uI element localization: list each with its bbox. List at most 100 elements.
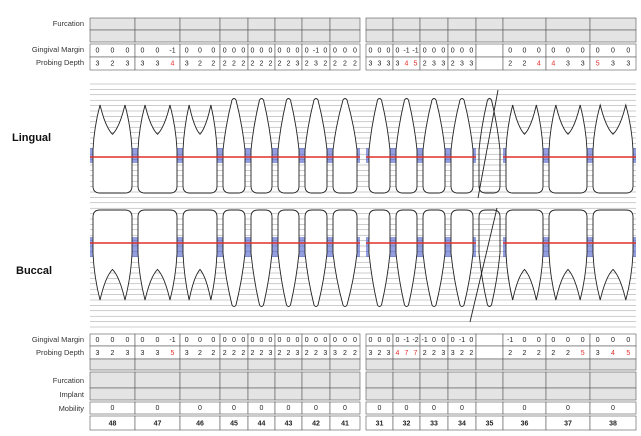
table-cell [393, 30, 420, 42]
tooth-number: 44 [258, 420, 266, 427]
site-value: 2 [198, 60, 202, 67]
site-value: 2 [260, 60, 264, 67]
table-cell [393, 18, 420, 30]
site-value: 0 [185, 47, 189, 54]
site-value: 0 [232, 47, 236, 54]
table-cell [248, 359, 275, 370]
site-value: 2 [241, 350, 245, 357]
table-cell [180, 30, 220, 42]
site-value: 0 [185, 337, 189, 344]
tooth-outline [549, 105, 587, 193]
table-cell [546, 18, 590, 30]
row-label: Gingival Margin [32, 335, 84, 344]
table-cell [302, 30, 330, 42]
site-value: 3 [314, 60, 318, 67]
site-value: 2 [111, 60, 115, 67]
site-value: 2 [423, 60, 427, 67]
site-value: 2 [323, 60, 327, 67]
row-label: Furcation [53, 19, 84, 28]
site-value: 0 [551, 47, 555, 54]
table-cell [330, 388, 360, 400]
tooth-number: 42 [312, 420, 320, 427]
table-cell [90, 30, 135, 42]
table-cell [330, 359, 360, 370]
tooth-number: 31 [376, 420, 384, 427]
site-value: 3 [141, 350, 145, 357]
table-cell [180, 359, 220, 370]
site-value: 3 [185, 350, 189, 357]
mobility-value: 0 [260, 405, 264, 412]
site-value: 3 [460, 60, 464, 67]
tooth-number: 48 [109, 420, 117, 427]
site-value: 3 [581, 60, 585, 67]
tooth-outline [93, 210, 132, 300]
tooth-number: 35 [486, 420, 494, 427]
table-cell [275, 372, 302, 388]
row-label: Implant [59, 390, 85, 399]
missing-mark [478, 90, 498, 198]
site-value: 3 [126, 60, 130, 67]
table-cell [366, 30, 393, 42]
site-value: 3 [378, 60, 382, 67]
site-value: 2 [508, 60, 512, 67]
table-cell [330, 18, 360, 30]
site-value: 0 [156, 337, 160, 344]
table-cell [503, 359, 546, 370]
table-cell [420, 372, 448, 388]
site-value: 5 [596, 60, 600, 67]
site-value: 2 [451, 60, 455, 67]
table-cell [275, 359, 302, 370]
site-value: 0 [596, 47, 600, 54]
table-cell [420, 388, 448, 400]
table-cell [275, 388, 302, 400]
table-cell [448, 18, 476, 30]
table-cell [590, 372, 636, 388]
site-value: 0 [387, 47, 391, 54]
site-value: 0 [269, 47, 273, 54]
site-value: 3 [369, 60, 373, 67]
site-value: 0 [378, 337, 382, 344]
site-value: 0 [211, 47, 215, 54]
site-value: -1 [169, 47, 175, 54]
table-cell [135, 388, 180, 400]
site-value: 0 [387, 337, 391, 344]
table-cell [393, 388, 420, 400]
table-cell [476, 18, 503, 30]
site-value: 0 [126, 337, 130, 344]
tooth-outline [506, 210, 543, 300]
site-value: -1 [313, 47, 319, 54]
site-value: 0 [566, 337, 570, 344]
table-cell [476, 346, 503, 359]
site-value: 3 [333, 350, 337, 357]
tooth-number: 34 [458, 420, 466, 427]
mobility-value: 0 [343, 405, 347, 412]
row-label: Probing Depth [36, 58, 84, 67]
table-cell [448, 388, 476, 400]
site-value: 0 [396, 337, 400, 344]
site-value: -1 [422, 337, 428, 344]
tooth-outline [423, 210, 445, 307]
site-value: 0 [596, 337, 600, 344]
table-cell [90, 18, 135, 30]
table-cell [248, 388, 275, 400]
table-cell [90, 388, 135, 400]
table-cell [546, 388, 590, 400]
table-cell [476, 334, 503, 346]
mobility-value: 0 [460, 405, 464, 412]
site-value: 0 [278, 337, 282, 344]
site-value: 2 [353, 350, 357, 357]
site-value: 0 [314, 337, 318, 344]
table-cell [476, 30, 503, 42]
site-value: 0 [441, 337, 445, 344]
site-value: 4 [171, 60, 175, 67]
mobility-value: 0 [611, 405, 615, 412]
tooth-outline [93, 105, 132, 193]
table-cell [330, 372, 360, 388]
site-value: 3 [626, 60, 630, 67]
table-cell [302, 359, 330, 370]
site-value: 0 [287, 47, 291, 54]
site-value: 0 [551, 337, 555, 344]
site-value: -1 [169, 337, 175, 344]
site-value: 0 [232, 337, 236, 344]
site-value: 0 [260, 47, 264, 54]
